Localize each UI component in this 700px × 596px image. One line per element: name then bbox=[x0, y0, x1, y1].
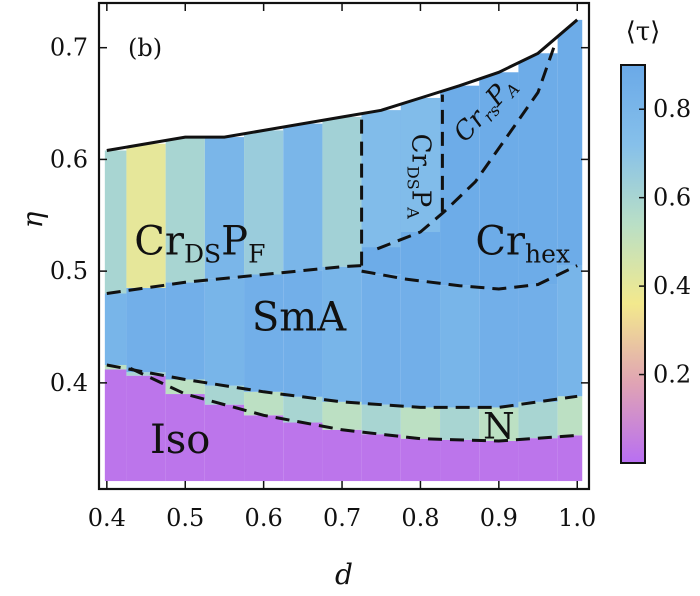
heat-cell-iso bbox=[322, 429, 362, 482]
heat-cell-sma bbox=[204, 278, 245, 386]
boundary-sma-n bbox=[106, 363, 578, 409]
heat-cell-crdspf bbox=[322, 116, 362, 267]
heatmap-bottom-mask bbox=[99, 481, 589, 489]
region-label-iso: Iso bbox=[150, 417, 210, 463]
boundary-crdspf-sma bbox=[106, 264, 362, 295]
heat-cell-sma bbox=[479, 289, 519, 408]
colorbar-tick-label: 0.8 bbox=[653, 95, 691, 123]
heat-cell-n bbox=[440, 407, 480, 440]
heat-cell-iso bbox=[479, 440, 519, 482]
boundary-upper bbox=[106, 18, 579, 152]
heat-cell-iso bbox=[361, 434, 401, 482]
x-tick-label: 0.7 bbox=[323, 504, 361, 532]
heat-cell-crdspf bbox=[126, 143, 166, 288]
colorbar-tick-label: 0.4 bbox=[653, 272, 691, 300]
heat-cell-iso bbox=[204, 404, 245, 482]
heat-cell-n bbox=[557, 396, 584, 436]
heatmap-top-mask bbox=[99, 3, 589, 151]
heat-cell-crdspf bbox=[204, 137, 245, 279]
heat-cell-n bbox=[244, 391, 284, 416]
heat-cell-iso bbox=[283, 422, 323, 482]
region-label-sma: SmA bbox=[252, 294, 347, 340]
heat-cell-n bbox=[479, 407, 519, 441]
heat-cell-n bbox=[400, 407, 441, 439]
heat-cell-sma bbox=[361, 274, 401, 405]
heat-cell-iso bbox=[400, 438, 441, 482]
heat-cell-iso bbox=[557, 435, 584, 482]
heat-cell-sma bbox=[244, 274, 284, 392]
boundary-crdspa-crhex bbox=[376, 47, 556, 251]
heat-cell-crhex bbox=[557, 19, 584, 266]
heat-cell-n bbox=[126, 372, 166, 376]
heat-cell-n bbox=[518, 401, 558, 439]
x-tick-label: 0.5 bbox=[166, 504, 204, 532]
heat-cell-crdspf bbox=[283, 123, 323, 271]
heat-cell-crdspf bbox=[165, 137, 205, 283]
heat-cell-crdspf bbox=[99, 150, 127, 294]
heat-cell-sma bbox=[440, 285, 480, 408]
heat-cell-sma bbox=[557, 265, 584, 397]
x-tick-label: 0.8 bbox=[401, 504, 439, 532]
heat-cell-crdspa bbox=[400, 97, 441, 233]
colorbar-tick-label: 0.6 bbox=[653, 184, 691, 212]
y-tick-label: 0.6 bbox=[50, 145, 88, 173]
heat-cell-sma bbox=[283, 270, 323, 397]
heatmap-layer bbox=[99, 3, 589, 489]
colorbar: ⟨τ⟩ 0.2 0.4 0.6 0.8 bbox=[620, 17, 691, 464]
y-tick-label: 0.4 bbox=[50, 369, 88, 397]
axes: 0.4 0.5 0.6 0.7 0.8 0.9 1.0 0.4 0.5 0.6 0.7 bbox=[50, 3, 596, 532]
plot-frame bbox=[97, 1, 591, 491]
heatmap-right-mask bbox=[582, 3, 589, 489]
heat-cell-n bbox=[283, 396, 323, 423]
heat-cell-crdspa bbox=[361, 110, 401, 248]
y-tick-label: 0.5 bbox=[50, 257, 88, 285]
heat-cell-n bbox=[322, 401, 362, 430]
heat-cell-crdspf bbox=[244, 130, 284, 275]
x-tick-label: 1.0 bbox=[558, 504, 596, 532]
heat-cell-iso bbox=[165, 394, 205, 482]
heat-cell-crhex bbox=[479, 72, 519, 290]
y-axis-title: η bbox=[16, 211, 49, 228]
colorbar-gradient bbox=[620, 64, 646, 464]
heat-cell-sma bbox=[400, 280, 441, 408]
region-label-crdspa: CrDSPA bbox=[404, 134, 436, 220]
colorbar-label: ⟨τ⟩ bbox=[626, 17, 661, 47]
boundary-crhex-sma bbox=[361, 264, 578, 291]
heat-cell-iso bbox=[126, 375, 166, 482]
x-axis-title: d bbox=[335, 558, 353, 591]
region-label-crhex: Crhex bbox=[475, 218, 570, 268]
colorbar-tick-label: 0.2 bbox=[653, 361, 691, 389]
heat-cell-sma bbox=[322, 266, 362, 402]
x-tick-label: 0.4 bbox=[88, 504, 126, 532]
boundary-n-iso bbox=[129, 366, 578, 443]
heat-cell-sma bbox=[99, 293, 127, 365]
heat-cell-n bbox=[361, 404, 401, 435]
region-label-n: N bbox=[483, 407, 515, 448]
heat-cell-iso bbox=[99, 369, 127, 482]
x-tick-label: 0.9 bbox=[480, 504, 518, 532]
boundary-lines bbox=[106, 18, 579, 443]
heatmap-left-mask bbox=[99, 3, 105, 489]
heat-cell-sma bbox=[518, 284, 558, 402]
heat-cell-sma bbox=[126, 287, 166, 373]
y-tick-label: 0.7 bbox=[50, 34, 88, 62]
heat-cell-iso bbox=[440, 439, 480, 482]
heat-cell-n bbox=[204, 385, 245, 405]
region-label-crdspf: CrDSPF bbox=[134, 218, 265, 268]
x-tick-label: 0.6 bbox=[245, 504, 283, 532]
panel-label: (b) bbox=[128, 34, 162, 62]
heat-cell-iso bbox=[518, 438, 558, 482]
heat-cell-iso bbox=[244, 415, 284, 482]
heat-cell-sma bbox=[165, 282, 205, 380]
